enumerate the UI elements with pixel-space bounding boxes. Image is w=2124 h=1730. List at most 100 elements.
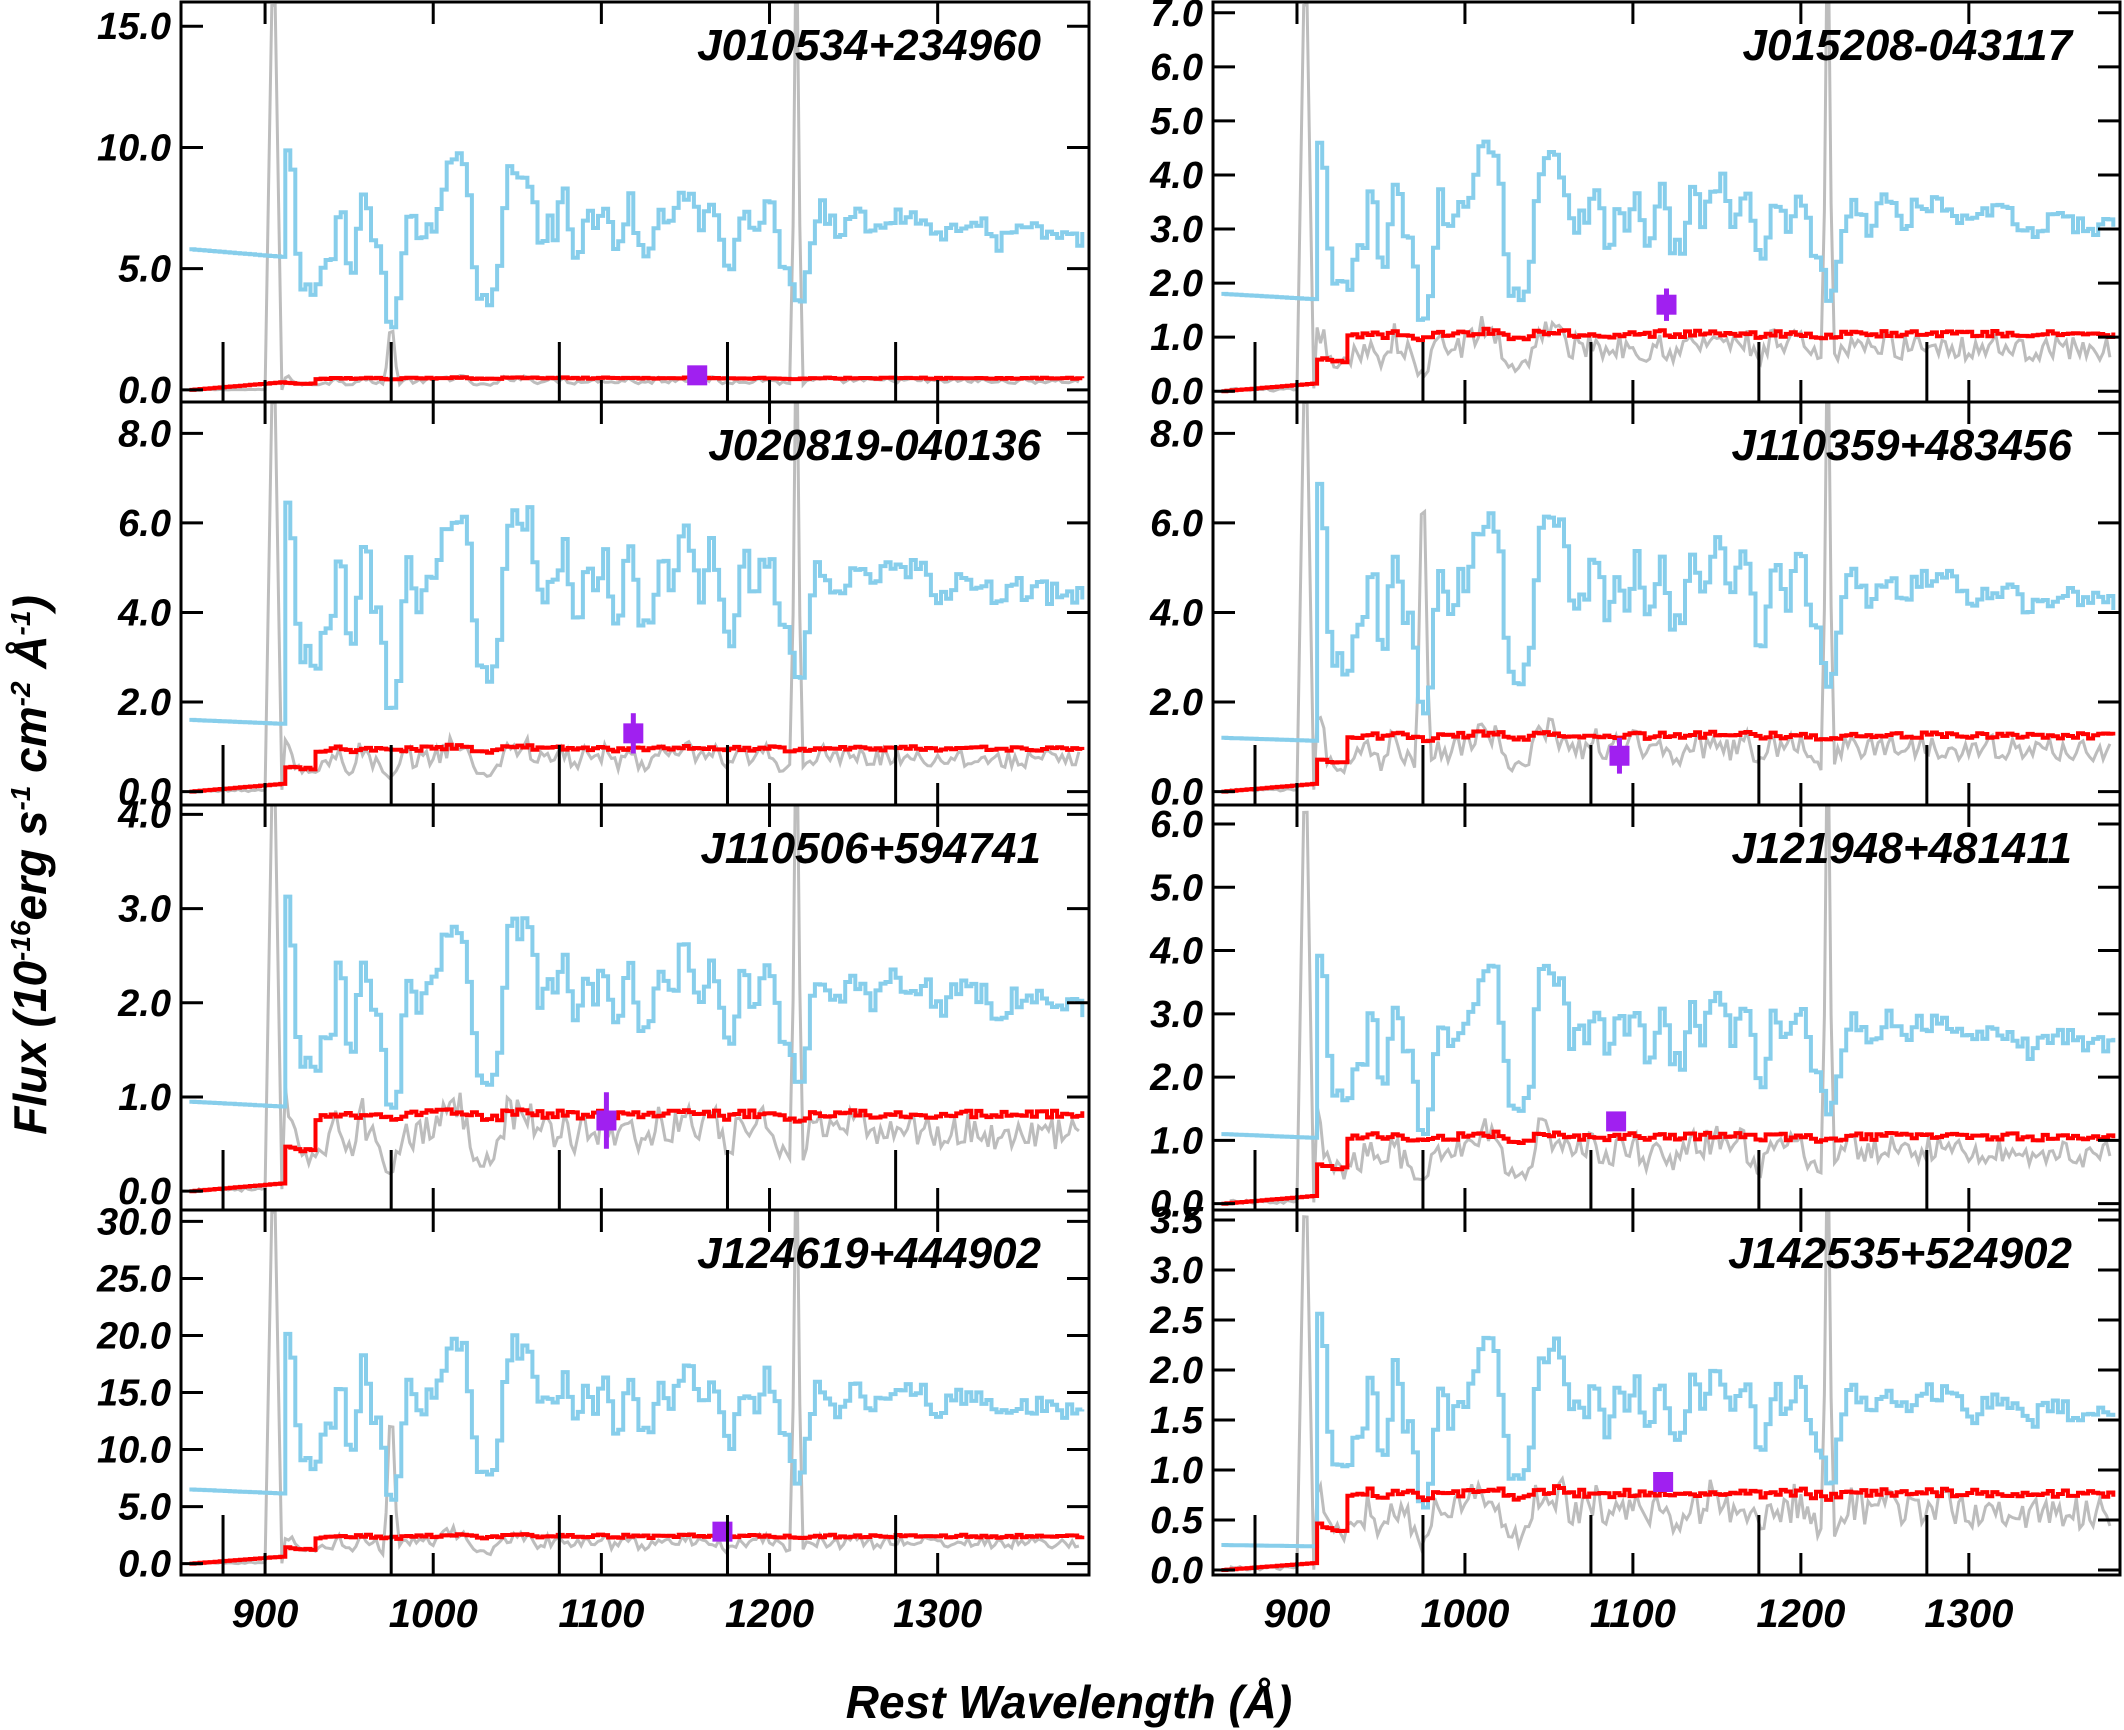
- xtick-label: 900: [1264, 1592, 1331, 1636]
- composite-spectrum-line: [1221, 953, 2116, 1140]
- panel-title: J110506+594741: [700, 824, 1041, 873]
- panel-J124619+444902: 0.0 5.0 10.0 15.0 20.0 25.0 30.0 J124619+444902…: [96, 1201, 1091, 1636]
- ytick-label: 8.0: [118, 413, 171, 455]
- observed-spectrum-line: [1229, 2, 2112, 393]
- panel-title: J142535+524902: [1728, 1229, 2072, 1278]
- observed-spectrum-line: [1229, 1210, 2112, 1572]
- panel-J015208-043117: 0.0 1.0 2.0 3.0 4.0 5.0 6.0 7.0 J015208-043117: [1149, 0, 2122, 413]
- ytick-label: 3.0: [1150, 1250, 1203, 1292]
- ytick-label: 2.0: [117, 682, 171, 724]
- ytick-label: 5.0: [118, 1487, 171, 1529]
- composite-spectrum-line: [189, 1331, 1085, 1502]
- photometry-point: [596, 1110, 617, 1131]
- ytick-label: 10.0: [97, 1430, 171, 1472]
- panel-title: J110359+483456: [1731, 421, 2072, 470]
- panel-J142535+524902: 0.0 0.5 1.0 1.5 2.0 2.5 3.0 3.5 J142535+524902 90…: [1149, 1200, 2122, 1636]
- ytick-label: 6.0: [1150, 804, 1203, 846]
- composite-spectrum-line: [1221, 481, 2116, 743]
- model-spectrum-line: [189, 1107, 1085, 1194]
- plot-area: [189, 1210, 1085, 1566]
- ytick-label: 2.0: [1149, 263, 1203, 305]
- panel-J020819-040136: 0.0 2.0 4.0 6.0 8.0 J020819-040136: [117, 400, 1091, 814]
- ytick-label: 20.0: [96, 1315, 171, 1357]
- photometry-point: [623, 723, 644, 744]
- xtick-label: 900: [232, 1592, 299, 1636]
- ytick-label: 2.0: [1149, 682, 1203, 724]
- ytick-label: 0.0: [1150, 772, 1203, 814]
- plot-area: [1221, 805, 2116, 1206]
- ytick-label: 1.5: [1150, 1400, 1204, 1442]
- ytick-label: 3.5: [1150, 1200, 1204, 1242]
- xtick-label: 1300: [893, 1592, 982, 1636]
- plot-area: [189, 2, 1085, 392]
- panel-J010534+234960: 0.0 5.0 10.0 15.0 J010534+234960: [97, 0, 1091, 412]
- ytick-label: 4.0: [1149, 931, 1203, 973]
- ytick-label: 15.0: [97, 6, 171, 48]
- ytick-label: 0.0: [118, 772, 171, 814]
- ytick-label: 0.0: [118, 1171, 171, 1213]
- ytick-label: 2.0: [117, 983, 171, 1025]
- ytick-label: 6.0: [1150, 47, 1203, 89]
- panel-title: J010534+234960: [697, 21, 1041, 70]
- ytick-label: 1.0: [1150, 1120, 1203, 1162]
- ytick-label: 5.0: [118, 249, 171, 291]
- model-spectrum-line: [1221, 1129, 2116, 1206]
- photometry-point: [1656, 294, 1677, 315]
- ytick-label: 1.0: [1150, 1450, 1203, 1492]
- model-spectrum-line: [1221, 326, 2116, 394]
- panel-J110359+483456: 0.0 2.0 4.0 6.0 8.0 J110359+483456: [1149, 400, 2122, 814]
- ytick-label: 30.0: [97, 1201, 171, 1243]
- ytick-label: 4.0: [1149, 592, 1203, 634]
- ytick-label: 6.0: [118, 503, 171, 545]
- photometry-point: [1606, 1111, 1627, 1132]
- ytick-label: 0.0: [118, 1544, 171, 1586]
- composite-spectrum-line: [189, 500, 1085, 726]
- xtick-label: 1300: [1924, 1592, 2013, 1636]
- observed-spectrum-line: [197, 1210, 1080, 1566]
- xtick-label: 1100: [1590, 1592, 1676, 1636]
- panel-title: J020819-040136: [708, 421, 1041, 470]
- y-axis-label: Flux (10-16erg s-1 cm-2 Å-1): [4, 595, 56, 1135]
- ytick-label: 3.0: [1150, 994, 1203, 1036]
- model-spectrum-line: [189, 742, 1085, 794]
- model-spectrum-line: [1221, 729, 2116, 794]
- observed-spectrum-line: [1229, 805, 2112, 1206]
- plot-area: [1221, 1210, 2116, 1572]
- ytick-label: 4.0: [117, 794, 171, 836]
- ytick-label: 5.0: [1150, 101, 1203, 143]
- xtick-label: 1200: [1756, 1592, 1845, 1636]
- ytick-label: 5.0: [1150, 867, 1203, 909]
- observed-spectrum-line: [197, 402, 1081, 794]
- ytick-label: 4.0: [117, 592, 171, 634]
- ytick-label: 2.0: [1149, 1350, 1203, 1392]
- ytick-label: 7.0: [1150, 0, 1203, 35]
- ytick-label: 3.0: [118, 889, 171, 931]
- plot-area: [189, 805, 1085, 1194]
- ytick-label: 0.0: [1150, 371, 1203, 413]
- ytick-label: 6.0: [1150, 503, 1203, 545]
- photometry-point: [687, 365, 708, 386]
- panels-group: 0.0 5.0 10.0 15.0 J010534+234960 0.0 1.0 2.0 3.0…: [96, 0, 2122, 1636]
- ytick-label: 0.0: [1150, 1184, 1203, 1226]
- ytick-label: 0.0: [118, 370, 171, 412]
- observed-spectrum-line: [196, 805, 1080, 1193]
- composite-spectrum-line: [1221, 1311, 2116, 1549]
- ytick-label: 3.0: [1150, 209, 1203, 251]
- xtick-label: 1200: [725, 1592, 814, 1636]
- plot-area: [189, 402, 1085, 794]
- plot-area: [1221, 402, 2116, 794]
- ytick-label: 8.0: [1150, 413, 1203, 455]
- ytick-label: 4.0: [1149, 155, 1203, 197]
- panel-title: J015208-043117: [1742, 21, 2074, 70]
- ytick-label: 0.0: [1150, 1550, 1203, 1592]
- model-spectrum-line: [189, 1532, 1085, 1566]
- panel-frame: [1211, 1208, 2122, 1577]
- model-spectrum-line: [189, 375, 1085, 392]
- ytick-label: 25.0: [96, 1258, 171, 1300]
- ytick-label: 15.0: [97, 1373, 171, 1415]
- photometry-point: [1653, 1472, 1674, 1492]
- ytick-label: 0.5: [1150, 1500, 1204, 1542]
- ytick-label: 10.0: [97, 127, 171, 169]
- composite-spectrum-line: [189, 148, 1085, 330]
